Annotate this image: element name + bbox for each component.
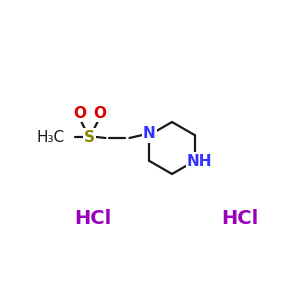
Text: NH: NH (187, 154, 212, 169)
Text: O: O (93, 106, 106, 121)
Text: S: S (84, 130, 95, 145)
Text: HCl: HCl (221, 208, 259, 227)
Text: H₃C: H₃C (36, 130, 64, 145)
Text: O: O (73, 106, 86, 121)
Text: N: N (143, 127, 156, 142)
Text: HCl: HCl (74, 208, 112, 227)
